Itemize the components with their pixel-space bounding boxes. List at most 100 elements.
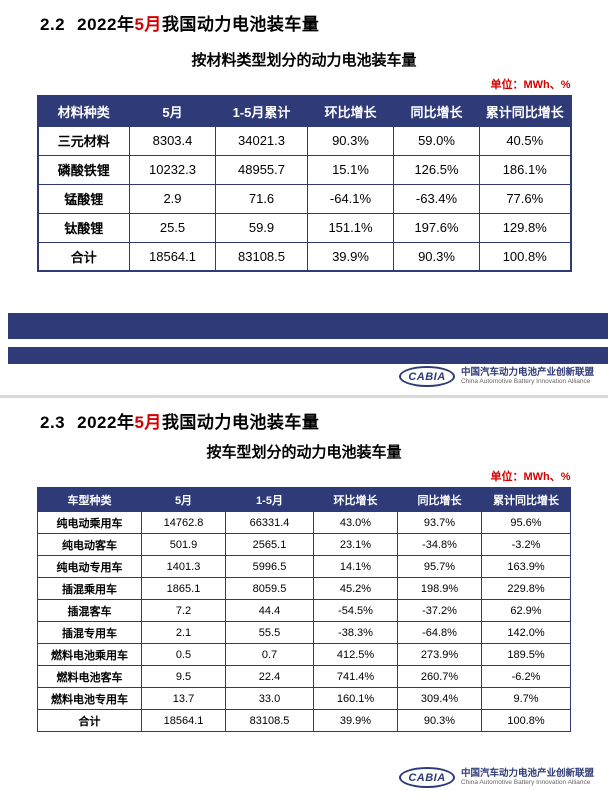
cell-value: 126.5% [393, 154, 480, 185]
cell-value: 309.4% [397, 687, 482, 710]
table-row: 钛酸锂 25.5 59.9 151.1% 197.6% 129.8% [37, 212, 571, 243]
cell-value: 95.6% [481, 511, 571, 534]
cell-value: 10232.3 [129, 154, 216, 185]
unit-row: 单位：MWh、% [38, 75, 571, 93]
row-label: 纯电动客车 [37, 533, 142, 556]
cell-value: -64.8% [397, 621, 482, 644]
column-header: 环比增长 [313, 487, 398, 512]
cell-value: 15.1% [307, 154, 394, 185]
cell-value: 501.9 [141, 533, 226, 556]
cell-value: 71.6 [215, 183, 308, 214]
slide-section-2-3: 2.3 2022年5月我国动力电池装车量 按车型划分的动力电池装车量 单位：MWh… [0, 398, 608, 798]
cell-value: 8059.5 [225, 577, 314, 600]
cell-value: 59.0% [393, 125, 480, 156]
table-row: 燃料电池专用车 13.7 33.0 160.1% 309.4% 9.7% [37, 687, 571, 710]
cell-value: -6.2% [481, 665, 571, 688]
cell-value: -37.2% [397, 599, 482, 622]
cell-value: 66331.4 [225, 511, 314, 534]
cell-value: 229.8% [481, 577, 571, 600]
cell-value: 25.5 [129, 212, 216, 243]
table-row: 锰酸锂 2.9 71.6 -64.1% -63.4% 77.6% [37, 183, 571, 214]
cell-value: 90.3% [307, 125, 394, 156]
cell-value: 189.5% [481, 643, 571, 666]
table-row: 插混乘用车 1865.1 8059.5 45.2% 198.9% 229.8% [37, 577, 571, 600]
row-label: 钛酸锂 [37, 212, 130, 243]
cell-value: 160.1% [313, 687, 398, 710]
row-label: 燃料电池专用车 [37, 687, 142, 710]
logo-text: CABIA [408, 771, 446, 784]
cell-value: 8303.4 [129, 125, 216, 156]
cell-value: 44.4 [225, 599, 314, 622]
table-row: 磷酸铁锂 10232.3 48955.7 15.1% 126.5% 186.1% [37, 154, 571, 185]
title-rest: 我国动力电池装车量 [161, 413, 320, 432]
cell-value: 39.9% [307, 241, 394, 272]
table-row: 燃料电池乘用车 0.5 0.7 412.5% 273.9% 189.5% [37, 643, 571, 666]
table-subtitle: 按车型划分的动力电池装车量 [206, 444, 402, 461]
decor-band-thin [8, 347, 608, 364]
org-name-en: China Automotive Battery Innovation Alli… [460, 779, 591, 787]
row-label: 插混客车 [37, 599, 142, 622]
row-label: 合计 [37, 241, 130, 272]
cell-value: 93.7% [397, 511, 482, 534]
cell-value: 1401.3 [141, 555, 226, 578]
row-label: 合计 [37, 709, 142, 732]
cell-value: 412.5% [313, 643, 398, 666]
cell-value: 90.3% [393, 241, 480, 272]
cell-value: 48955.7 [215, 154, 308, 185]
cell-value: 7.2 [141, 599, 226, 622]
cell-value: 100.8% [479, 241, 571, 272]
row-label: 磷酸铁锂 [37, 154, 130, 185]
row-label: 插混乘用车 [37, 577, 142, 600]
cell-value: 59.9 [215, 212, 308, 243]
cell-value: 163.9% [481, 555, 571, 578]
cell-value: 186.1% [479, 154, 571, 185]
org-name-cn: 中国汽车动力电池产业创新联盟 [460, 767, 594, 779]
title-month: 5月 [134, 15, 162, 34]
cell-value: 55.5 [225, 621, 314, 644]
row-label: 纯电动专用车 [37, 555, 142, 578]
slide-title: 2.3 2022年5月我国动力电池装车量 [0, 398, 608, 433]
cell-value: 5996.5 [225, 555, 314, 578]
unit-label: 单位：MWh、% [490, 79, 571, 91]
org-name-en: China Automotive Battery Innovation Alli… [460, 378, 591, 386]
table-row: 纯电动乘用车 14762.8 66331.4 43.0% 93.7% 95.6% [37, 511, 571, 534]
cabia-logo: CABIA 中国汽车动力电池产业创新联盟 China Automotive Ba… [398, 767, 594, 788]
cabia-logo: CABIA 中国汽车动力电池产业创新联盟 China Automotive Ba… [398, 366, 594, 387]
table-row: 三元材料 8303.4 34021.3 90.3% 59.0% 40.5% [37, 125, 571, 156]
cell-value: 129.8% [479, 212, 571, 243]
row-label: 燃料电池客车 [37, 665, 142, 688]
table-row: 纯电动专用车 1401.3 5996.5 14.1% 95.7% 163.9% [37, 555, 571, 578]
cabia-logo-icon: CABIA [398, 366, 455, 387]
cell-value: -54.5% [313, 599, 398, 622]
column-header: 累计同比增长 [481, 487, 571, 512]
table-subtitle: 按材料类型划分的动力电池装车量 [191, 52, 417, 69]
row-label: 锰酸锂 [37, 183, 130, 214]
cabia-logo-icon: CABIA [398, 767, 455, 788]
cell-value: 142.0% [481, 621, 571, 644]
cell-value: 0.7 [225, 643, 314, 666]
cell-value: -34.8% [397, 533, 482, 556]
cell-value: 33.0 [225, 687, 314, 710]
vehicle-type-table: 车型种类 5月 1-5月 环比增长 同比增长 累计同比增长 纯电动乘用车 14762.8 663… [37, 487, 571, 732]
unit-row: 单位：MWh、% [38, 467, 570, 485]
column-header: 5月 [129, 95, 216, 127]
cell-value: 741.4% [313, 665, 398, 688]
column-header: 5月 [141, 487, 226, 512]
cell-value: 0.5 [141, 643, 226, 666]
row-label: 三元材料 [37, 125, 130, 156]
cell-value: 1865.1 [141, 577, 226, 600]
column-header: 材料种类 [37, 95, 130, 127]
cell-value: 14.1% [313, 555, 398, 578]
cell-value: 260.7% [397, 665, 482, 688]
cell-value: 43.0% [313, 511, 398, 534]
row-label: 插混专用车 [37, 621, 142, 644]
table-row: 插混专用车 2.1 55.5 -38.3% -64.8% 142.0% [37, 621, 571, 644]
cell-value: 62.9% [481, 599, 571, 622]
section-number: 2.3 [40, 413, 66, 432]
cell-value: -38.3% [313, 621, 398, 644]
slide-divider [0, 395, 608, 398]
title-rest: 我国动力电池装车量 [161, 15, 320, 34]
column-header: 1-5月 [225, 487, 314, 512]
title-month: 5月 [134, 413, 162, 432]
column-header: 同比增长 [393, 95, 480, 127]
